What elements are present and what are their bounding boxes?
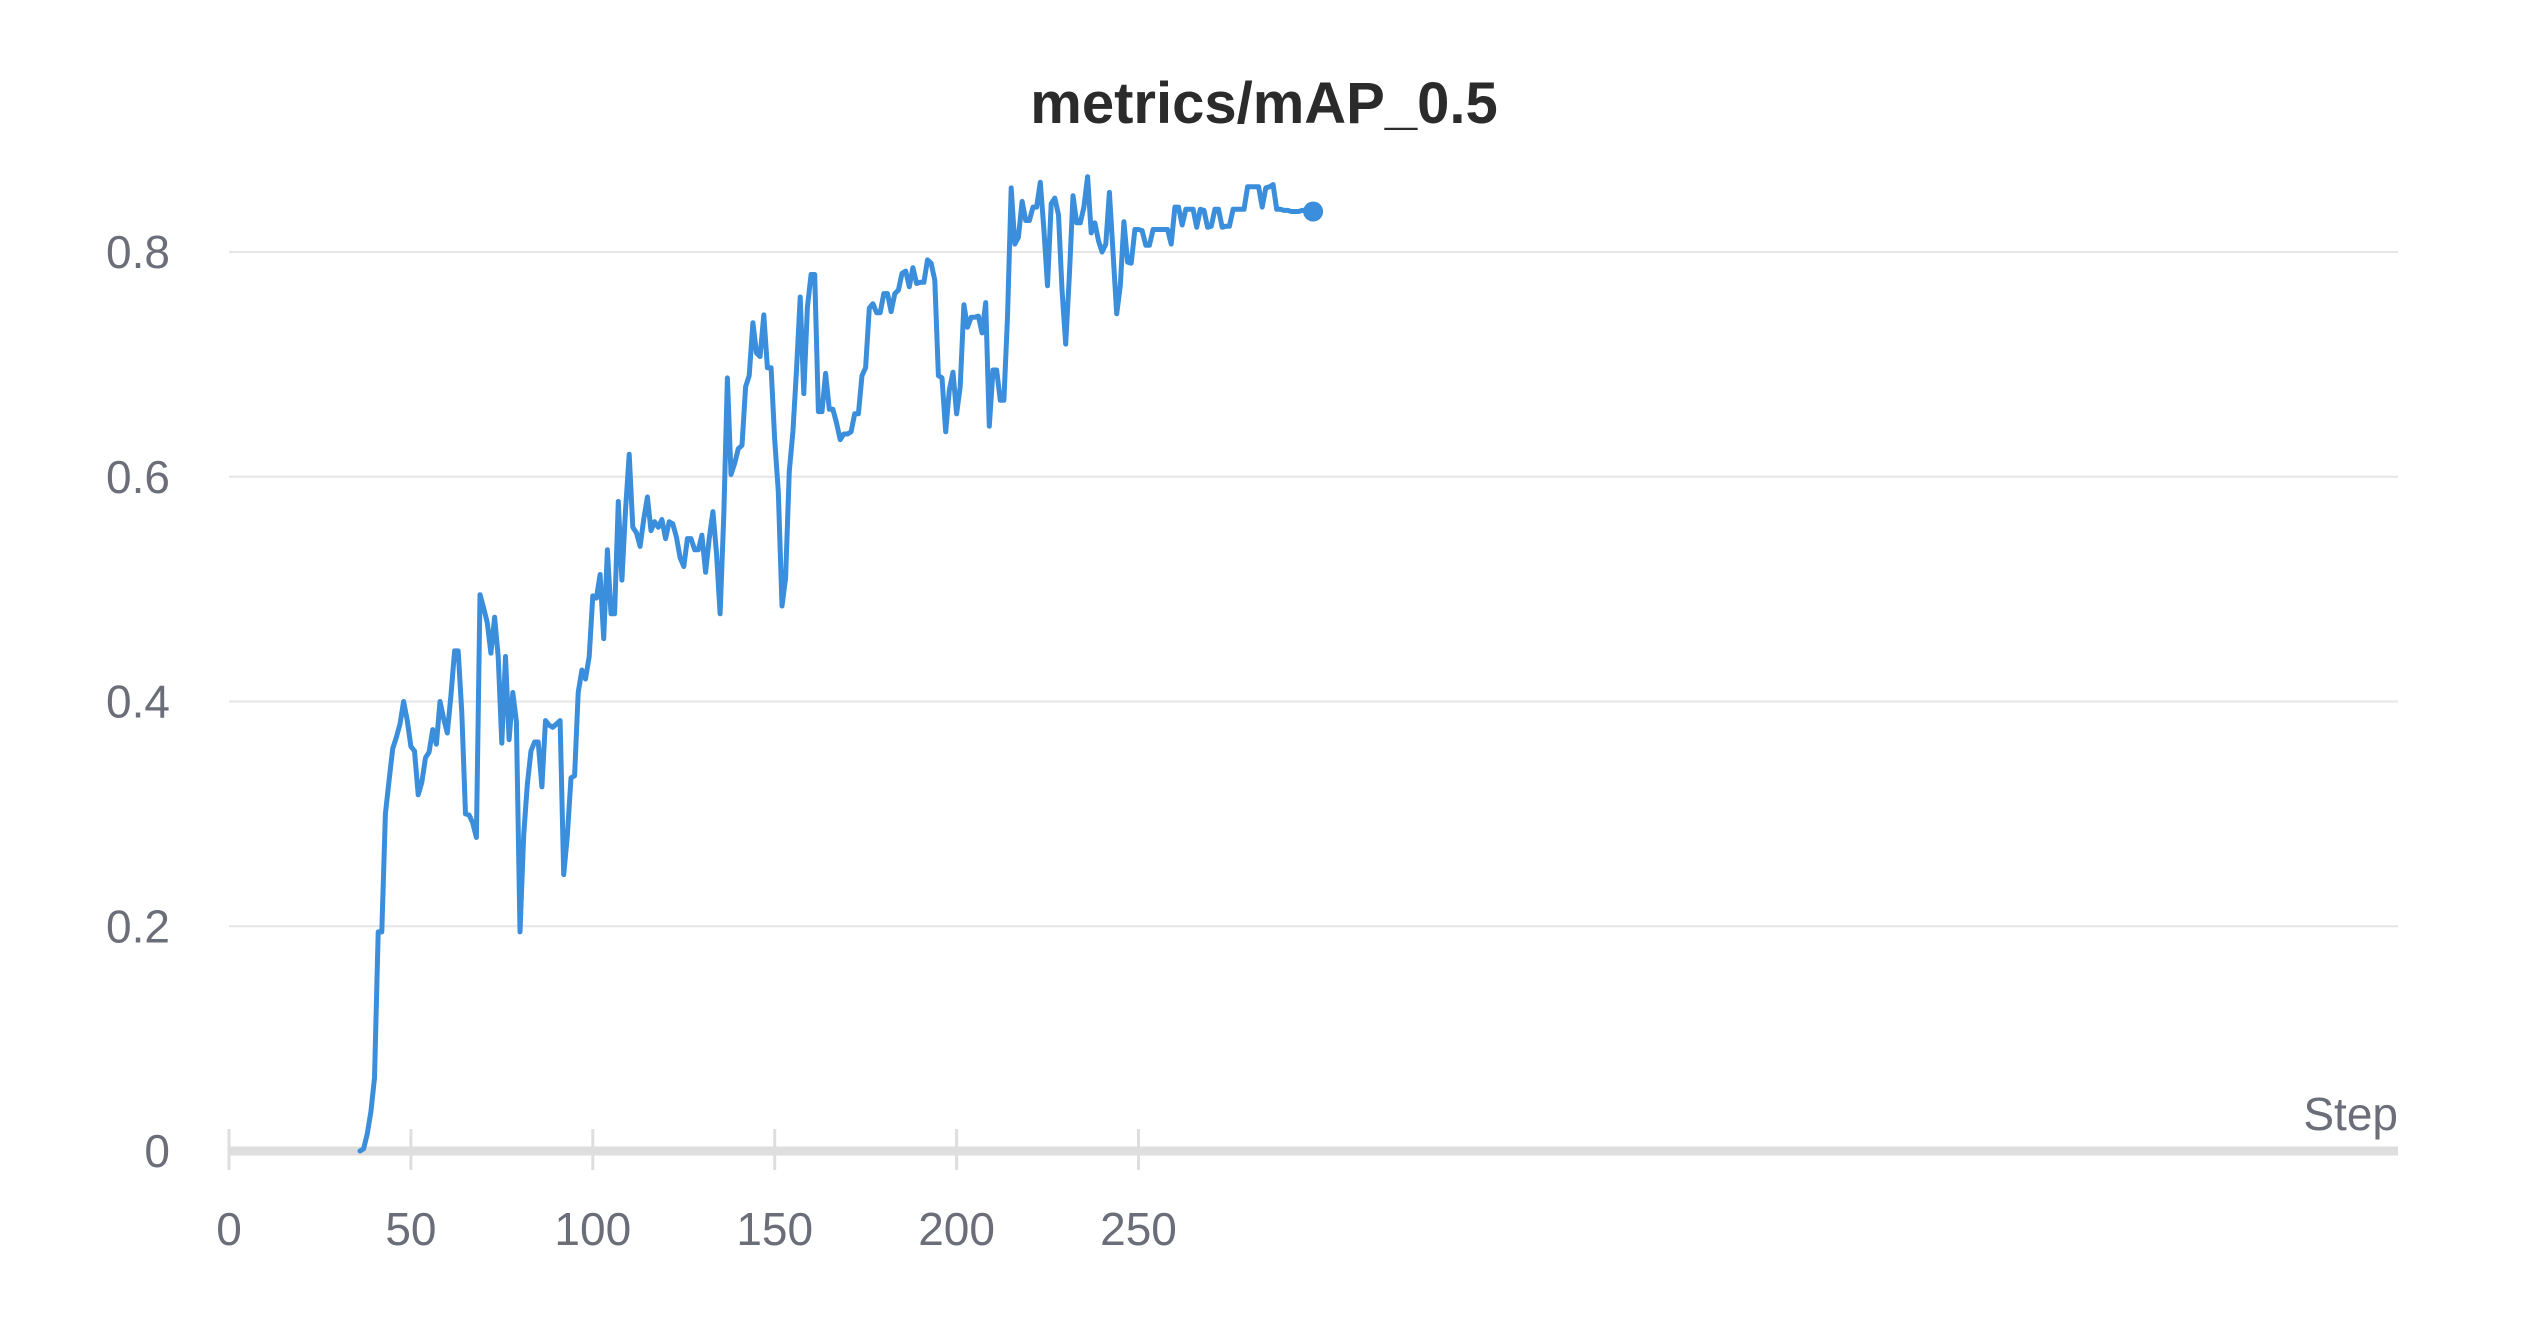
x-tick-label: 250	[1100, 1203, 1177, 1255]
series-line	[357, 174, 1316, 1154]
y-tick-label: 0.4	[106, 676, 170, 728]
y-tick-label: 0	[144, 1125, 170, 1177]
x-tick-label: 150	[736, 1203, 813, 1255]
x-tick-label: 200	[918, 1203, 995, 1255]
y-tick-label: 0.6	[106, 451, 170, 503]
last-point-marker	[1303, 201, 1324, 222]
gridlines	[229, 251, 2398, 928]
x-tick-label: 100	[554, 1203, 631, 1255]
x-tick-label: 50	[385, 1203, 436, 1255]
x-tick-label: 0	[216, 1203, 242, 1255]
y-axis: 0 0.2 0.4 0.6 0.8	[106, 226, 170, 1177]
series-layer	[357, 174, 1324, 1154]
y-tick-label: 0.2	[106, 900, 170, 952]
y-tick-label: 0.8	[106, 226, 170, 278]
x-axis	[227, 1129, 2398, 1170]
x-axis-labels: 0 50 100 150 200 250	[216, 1203, 1177, 1255]
chart-title: metrics/mAP_0.5	[1030, 71, 1497, 136]
x-axis-label: Step	[2303, 1088, 2398, 1140]
